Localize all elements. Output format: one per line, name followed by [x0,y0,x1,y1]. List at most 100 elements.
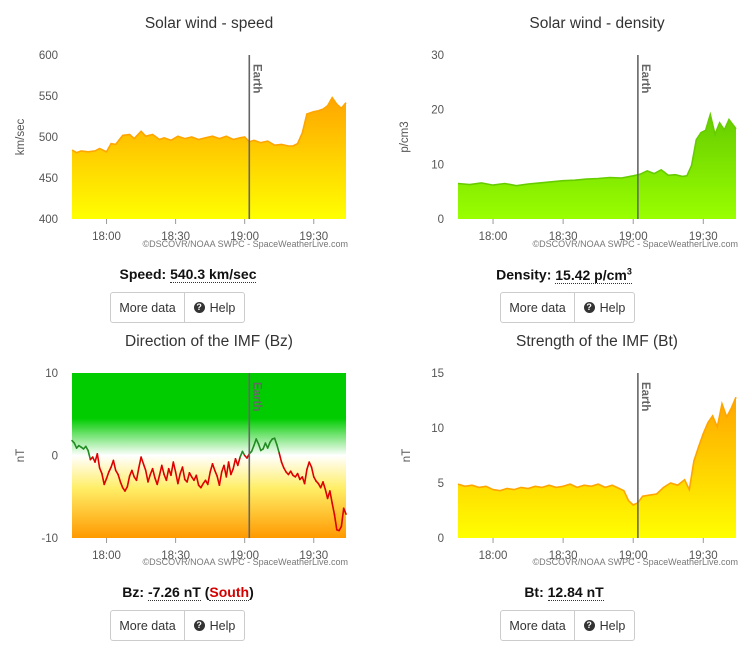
density-ytick-label: 20 [431,105,444,117]
bz-xtick-label: 19:00 [230,550,259,562]
bz-series-segment [280,461,285,469]
bz-series-segment [161,464,165,476]
bt-panel: Strength of the IMF (Bt) 0 5 10 15 nT 18:00 18:… [376,327,752,654]
bz-ylabel: nT [15,449,27,462]
bt-readout-label: Bt: [524,584,544,600]
bz-series-segment [209,463,214,473]
bt-title: Strength of the IMF (Bt) [516,333,678,350]
bz-series-segment [303,468,308,485]
speed-readout: Speed: 540.3 km/sec [0,266,376,283]
bz-series-segment [103,477,108,486]
bz-title: Direction of the IMF (Bz) [125,333,293,350]
bz-more-data-button[interactable]: More data [110,610,185,641]
bz-panel: Direction of the IMF (Bz) -10 0 10 nT 18:00 18… [0,327,376,654]
bz-series-segment [278,452,283,463]
speed-area [72,97,346,219]
bz-series-segment [181,466,186,481]
bz-series-segment [112,459,117,472]
bz-series-segment [329,490,334,505]
density-title: Solar wind - density [529,15,665,32]
question-circle-icon: ? [583,620,595,631]
bt-credit: ©DSCOVR/NOAA SWPC - SpaceWeatherLive.com [532,557,738,567]
bz-xtick-label: 18:00 [92,550,121,562]
bz-series-segment [142,463,147,472]
density-ylabel: p/cm3 [399,121,411,152]
bt-chart: Strength of the IMF (Bt) 0 5 10 15 nT 18:00 18:… [401,333,738,567]
bt-xtick-label: 18:30 [549,550,578,562]
density-credit: ©DSCOVR/NOAA SWPC - SpaceWeatherLive.com [532,239,738,249]
density-help-button[interactable]: ? Help [575,292,635,323]
bt-ytick-label: 0 [438,533,444,545]
bz-series-segment [306,461,311,471]
bz-help-button[interactable]: ? Help [185,610,245,641]
bz-series-segment [331,502,336,516]
bz-readout-value: -7.26 nT [147,584,201,601]
help-label: Help [599,300,626,315]
more-data-label: More data [509,618,566,633]
bz-series-segment [324,488,329,500]
density-readout-exponent: 3 [626,266,632,276]
density-xtick-label: 19:00 [619,231,648,243]
speed-panel: Solar wind - speed 400 450 500 550 600 km/sec 1… [0,0,376,327]
bz-ytick-label: 0 [52,451,58,463]
bz-series-segment [333,514,338,531]
density-xtick-label: 18:00 [479,231,508,243]
bt-readout-value: 12.84 nT [547,584,604,601]
bz-readout: Bz: -7.26 nT (South) [0,584,376,601]
question-circle-icon: ? [193,620,205,631]
help-label: Help [599,618,626,633]
bz-series-segment [266,441,271,449]
speed-credit: ©DSCOVR/NOAA SWPC - SpaceWeatherLive.com [142,239,348,249]
speed-xtick-label: 18:00 [92,231,121,243]
bt-series-line [457,396,737,506]
bz-ytick-label: -10 [41,533,58,545]
bt-earth-marker-label: Earth [639,382,651,411]
bz-earth-marker-label: Earth [250,382,262,411]
speed-title: Solar wind - speed [145,15,273,32]
more-data-label: More data [119,300,176,315]
bt-more-data-button[interactable]: More data [500,610,575,641]
bz-series-segment [105,471,110,480]
bz-xtick-label: 19:30 [299,550,328,562]
speed-more-data-button[interactable]: More data [110,292,185,323]
bz-series-segment [273,437,278,446]
bz-ytick-label: 10 [45,368,58,380]
bt-help-button[interactable]: ? Help [575,610,635,641]
speed-xtick-label: 19:30 [299,231,328,243]
bz-readout-paren-close: ) [249,584,254,600]
bz-credit: ©DSCOVR/NOAA SWPC - SpaceWeatherLive.com [142,557,348,567]
density-xtick-label: 19:30 [689,231,718,243]
bt-area [458,397,736,538]
bz-series-segment [156,474,161,486]
bz-readout-paren-open: ( [200,584,210,600]
question-circle-icon: ? [193,302,205,313]
question-circle-icon: ? [583,302,595,313]
bz-series-segment [147,473,152,483]
density-more-data-button[interactable]: More data [500,292,575,323]
speed-ylabel: km/sec [15,119,27,156]
bt-xtick-label: 18:00 [479,550,508,562]
bt-ytick-label: 10 [431,423,444,435]
bz-series-segment [144,469,149,483]
bz-series-segment [96,453,101,469]
bz-series-segment [230,467,234,476]
bz-series-segment [207,471,211,486]
bz-series-segment [177,472,181,485]
density-ytick-label: 0 [438,214,444,226]
speed-help-button[interactable]: ? Help [185,292,245,323]
bz-series-segment [342,507,347,515]
density-button-group: More data ? Help [500,292,635,323]
bz-series-segment [310,466,315,478]
bz-series-segment [257,443,262,452]
bz-series-segment [225,461,230,478]
density-series-line [457,111,737,187]
bt-xtick-label: 19:00 [619,550,648,562]
bz-readout-label: Bz: [122,584,145,600]
bz-series-segment [253,438,258,447]
speed-ytick-label: 450 [39,173,58,185]
bz-series-segment [87,449,92,461]
bz-series-segment [227,461,232,476]
speed-button-group: More data ? Help [110,292,245,323]
help-label: Help [209,300,236,315]
bt-readout: Bt: 12.84 nT [376,584,752,601]
